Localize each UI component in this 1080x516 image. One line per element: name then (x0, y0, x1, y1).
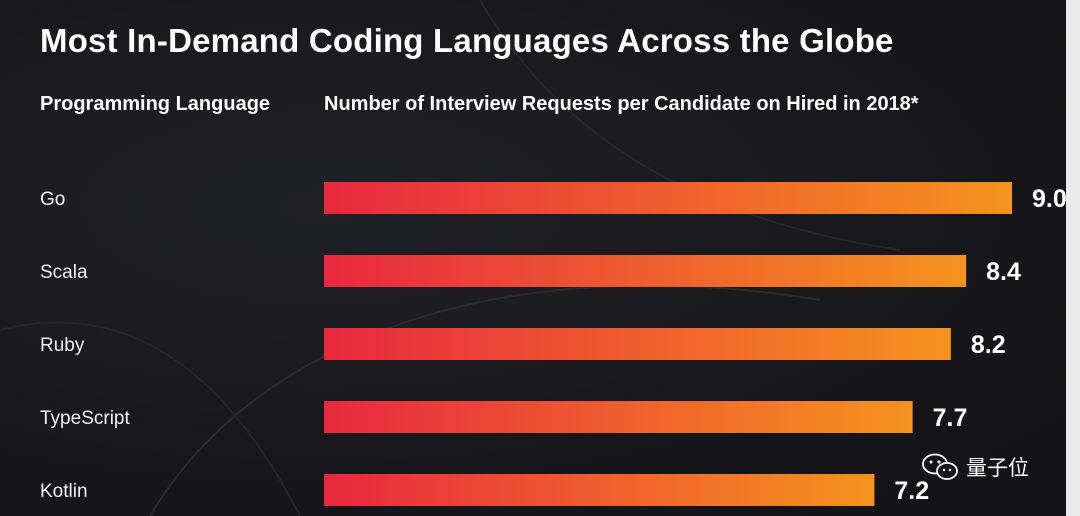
y-axis-header: Programming Language (40, 93, 271, 115)
category-label-ruby: Ruby (40, 335, 85, 356)
value-label-ruby: 8.2 (971, 331, 1006, 359)
bar-scala (324, 255, 967, 287)
category-label-kotlin: Kotlin (40, 481, 88, 502)
category-label-typescript: TypeScript (40, 408, 130, 429)
value-label-typescript: 7.7 (933, 404, 968, 432)
watermark: 量子位 (920, 452, 1029, 482)
value-label-scala: 8.4 (986, 258, 1021, 286)
category-label-scala: Scala (40, 262, 88, 283)
chart-title: Most In-Demand Coding Languages Across t… (40, 22, 894, 59)
bar-kotlin (324, 474, 875, 506)
value-label-go: 9.0 (1032, 185, 1067, 213)
value-label-kotlin: 7.2 (894, 477, 929, 505)
bar-go (324, 182, 1012, 214)
wechat-icon (922, 453, 958, 480)
x-axis-header: Number of Interview Requests per Candida… (324, 93, 919, 115)
bar-typescript (324, 401, 913, 433)
edge-strip (1066, 0, 1080, 516)
watermark-text: 量子位 (966, 456, 1029, 480)
category-label-go: Go (40, 189, 65, 210)
bar-ruby (324, 328, 951, 360)
